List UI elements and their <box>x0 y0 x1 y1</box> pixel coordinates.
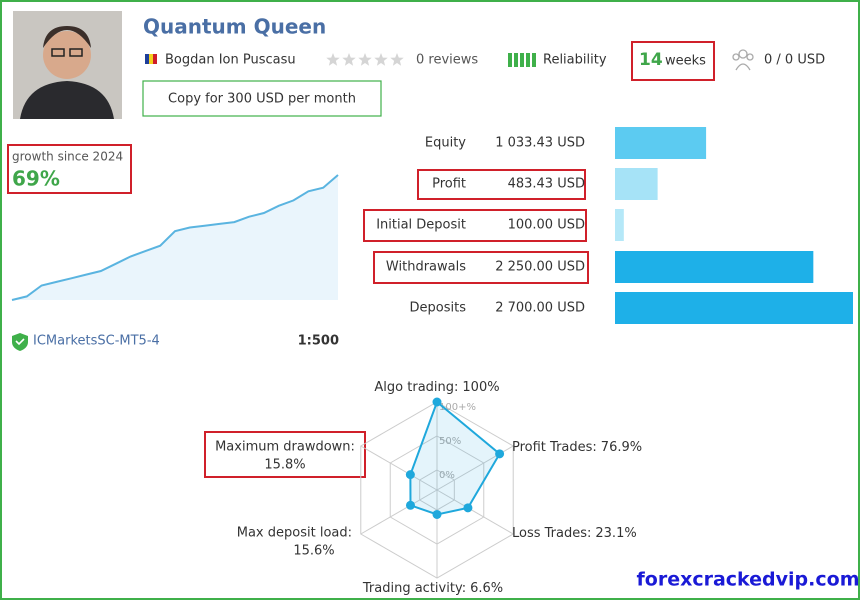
star <box>326 53 340 66</box>
radar-value: 23.1% <box>595 526 636 541</box>
radar-point <box>495 449 505 459</box>
highlight-box <box>373 251 589 284</box>
radar-point <box>463 503 473 513</box>
radar-point <box>432 509 442 519</box>
radar-point <box>405 470 415 480</box>
spoke <box>436 489 514 535</box>
star <box>358 53 372 66</box>
copy-button-label[interactable]: Copy for 300 USD per month <box>168 92 356 107</box>
bar-label: Initial Deposit <box>376 218 466 233</box>
radar-value: 6.6% <box>470 581 503 596</box>
radar-label-name: Trading activity: <box>362 581 466 596</box>
ring-label: 0% <box>439 470 455 481</box>
bar-value: 483.43 USD <box>508 177 585 192</box>
bar-label: Equity <box>425 136 466 151</box>
age-number: 14 <box>639 50 663 70</box>
leverage: 1:500 <box>298 334 339 349</box>
radar-label-name: Profit Trades: <box>512 440 597 455</box>
bar <box>615 209 624 241</box>
bar-value: 1 033.43 USD <box>495 136 585 151</box>
reviews[interactable]: 0 reviews <box>416 53 478 68</box>
bar <box>615 251 814 283</box>
highlight-box <box>417 169 586 200</box>
reliability-icon <box>508 53 536 67</box>
growth-label: growth since 2024 <box>12 150 123 164</box>
radar-value: 15.8% <box>264 458 305 473</box>
flag <box>145 54 157 64</box>
ring-label: 50% <box>439 436 461 447</box>
growth-value: 69% <box>12 167 60 191</box>
subscribers: 0 / 0 USD <box>764 53 825 68</box>
bar <box>615 168 658 200</box>
growth-area <box>12 175 338 300</box>
radar-label: Algo trading: 100% <box>374 380 499 395</box>
star <box>342 53 356 66</box>
radar-point <box>432 397 442 407</box>
star <box>390 53 404 66</box>
highlight-box <box>204 431 366 478</box>
copy-button[interactable] <box>142 80 382 117</box>
avatar <box>13 11 122 119</box>
bar-label: Profit <box>432 177 466 192</box>
bar-label: Deposits <box>410 301 467 316</box>
author[interactable]: Bogdan Ion Puscasu <box>165 53 296 68</box>
highlight-box <box>631 41 715 81</box>
broker-icon <box>12 333 28 351</box>
bar <box>615 127 707 159</box>
growth-line <box>11 174 339 301</box>
radar-label: Maximum drawdown: <box>215 440 355 455</box>
radar-label: Loss Trades: 23.1% <box>512 526 637 541</box>
bar-value: 100.00 USD <box>508 218 585 233</box>
title: Quantum Queen <box>143 15 326 39</box>
radar-label-name: Algo trading: <box>374 380 458 395</box>
highlight-box <box>363 209 587 242</box>
spoke <box>360 445 438 491</box>
subscribers-icon <box>732 49 754 71</box>
star <box>374 53 388 66</box>
bar-value: 2 700.00 USD <box>495 301 585 316</box>
bar <box>615 292 853 324</box>
ring-label: 100+% <box>439 402 476 413</box>
highlight-box <box>7 144 132 194</box>
radar-point <box>405 500 415 510</box>
rating-stars <box>326 53 404 66</box>
bar-value: 2 250.00 USD <box>495 260 585 275</box>
bar-label: Withdrawals <box>386 260 466 275</box>
radar-value: 100% <box>462 380 499 395</box>
radar-value: 15.6% <box>293 544 334 559</box>
broker[interactable]: ICMarketsSC-MT5-4 <box>33 334 160 349</box>
radar-label: Max deposit load: <box>237 526 352 541</box>
watermark: forexcrackedvip.com <box>637 569 860 591</box>
age-unit: weeks <box>665 54 706 69</box>
radar-label: Trading activity: 6.6% <box>362 581 503 596</box>
radar-value: 76.9% <box>601 440 642 455</box>
spoke <box>360 489 438 535</box>
radar-label: Profit Trades: 76.9% <box>512 440 642 455</box>
radar-label-name: Loss Trades: <box>512 526 591 541</box>
reliability: Reliability <box>543 53 607 68</box>
